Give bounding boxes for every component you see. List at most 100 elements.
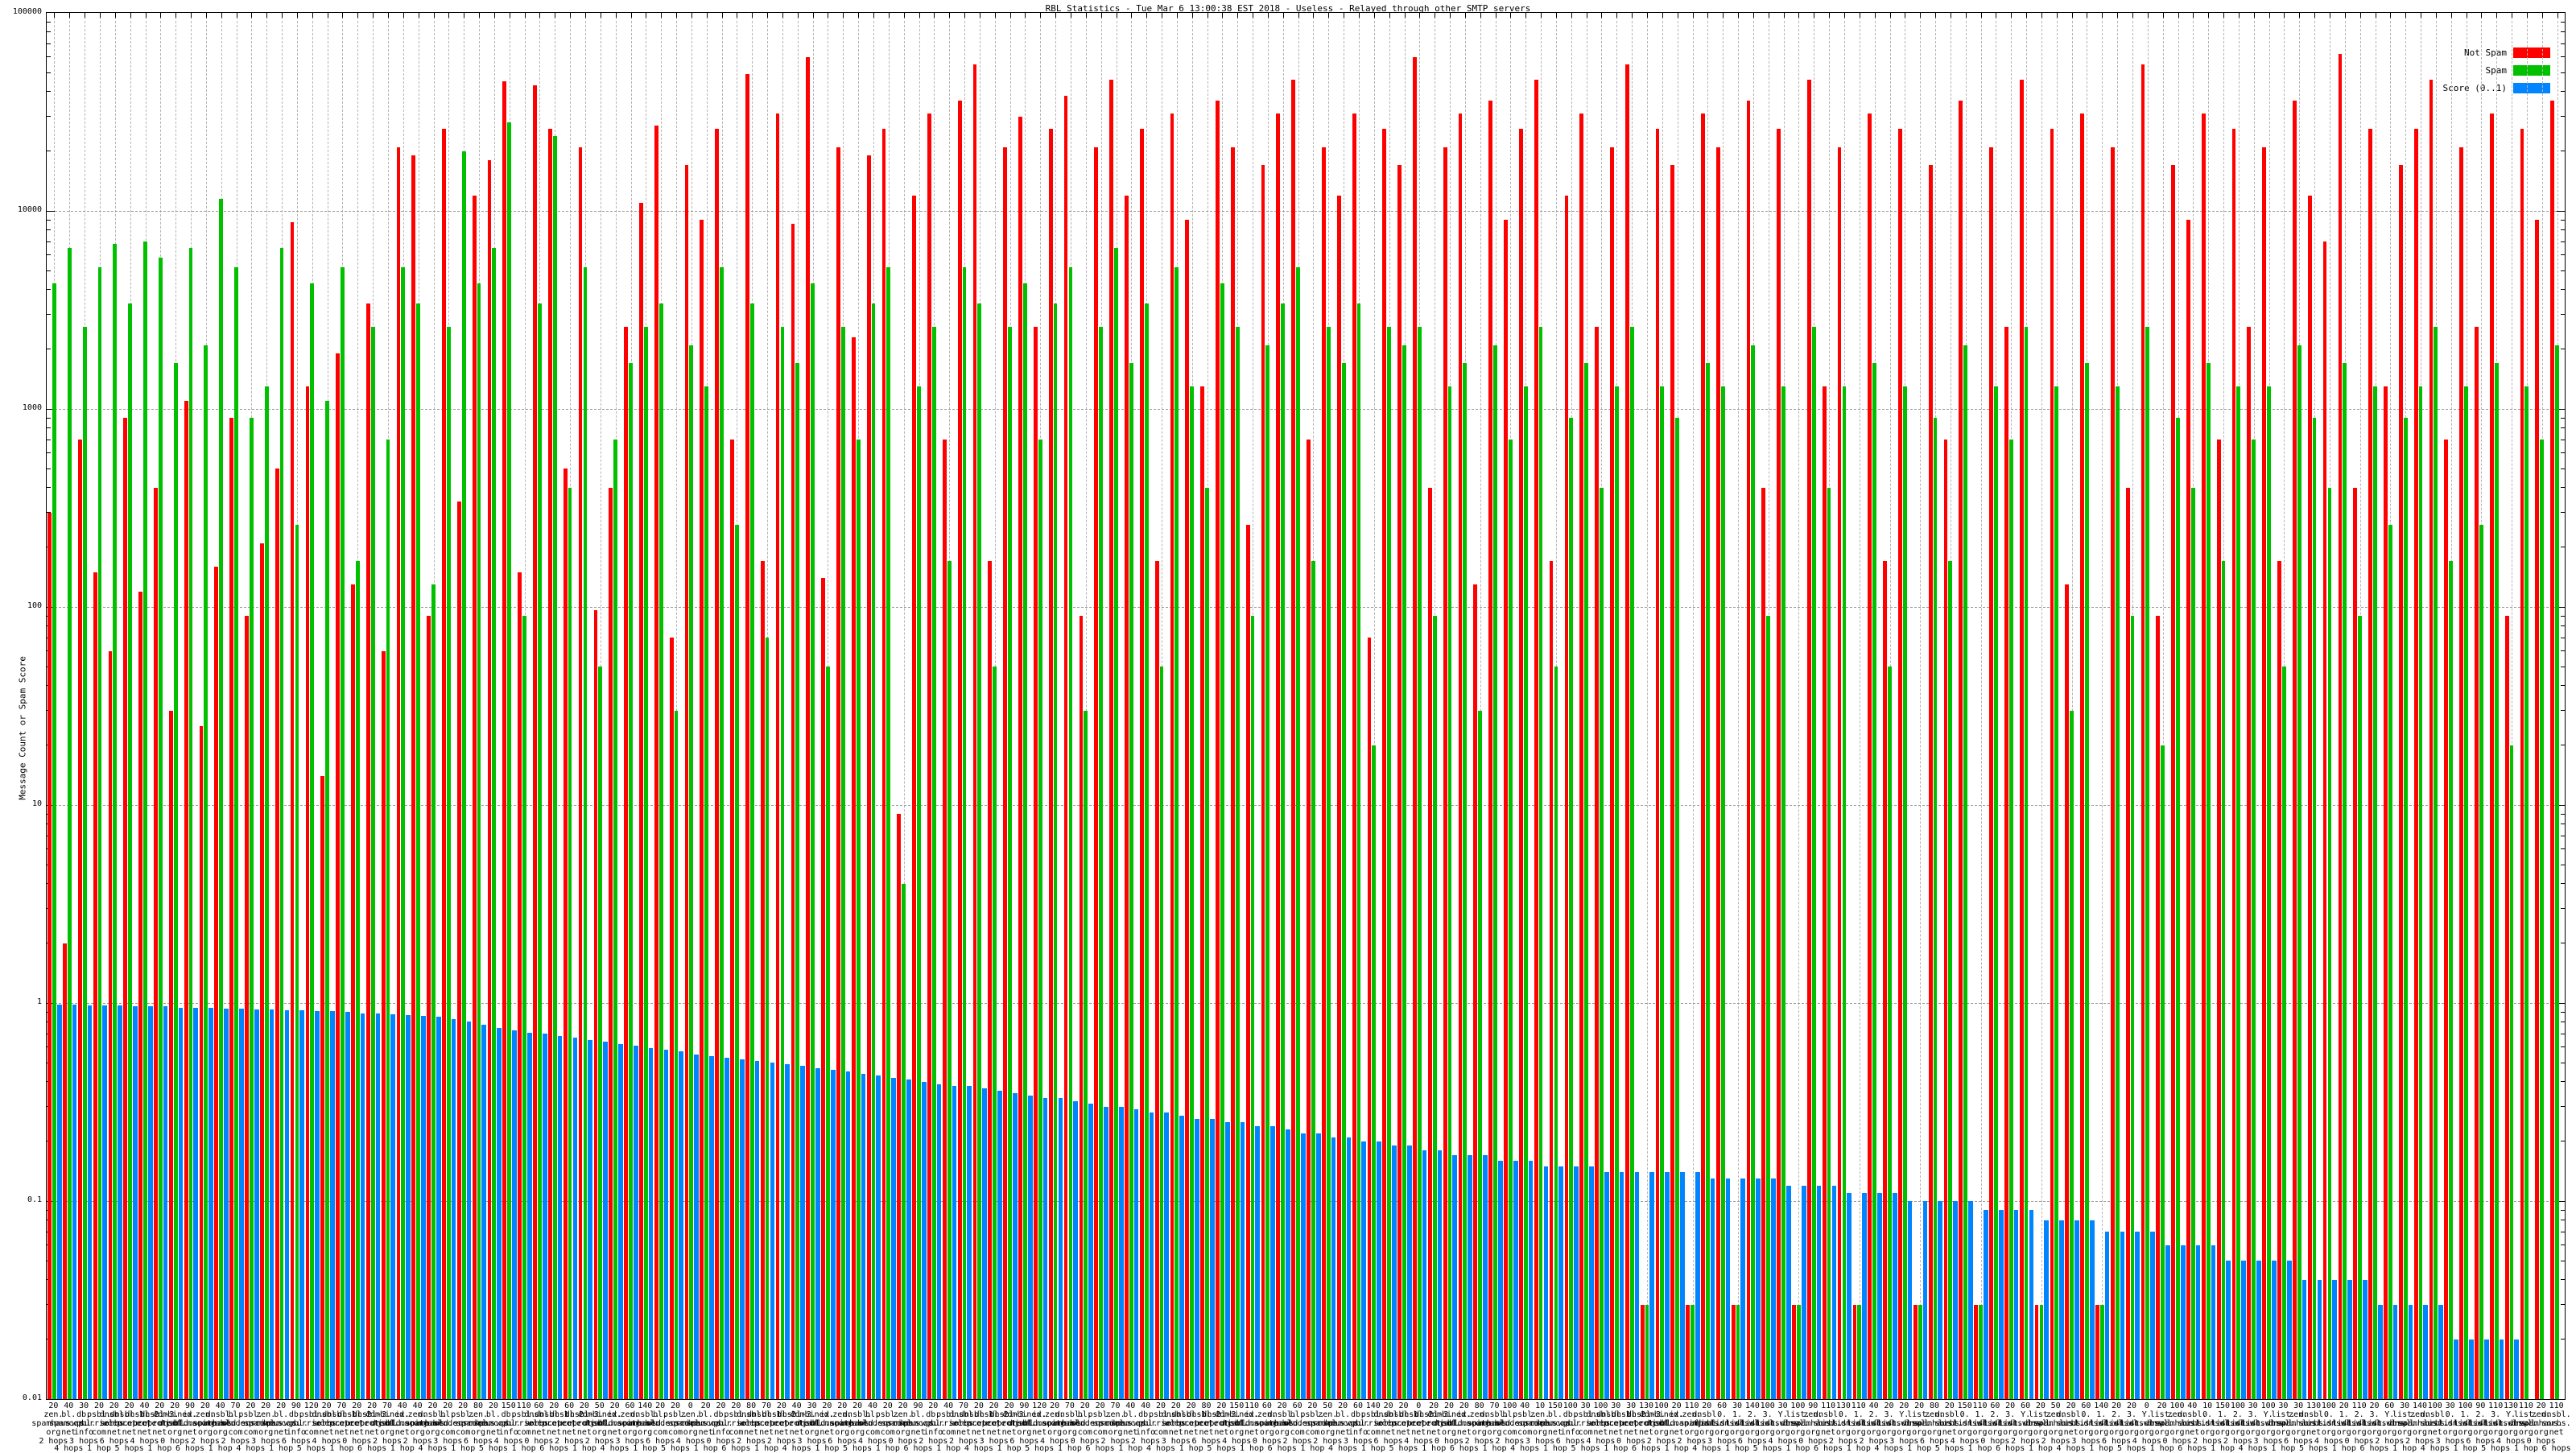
x-label-count: 90 — [1019, 1401, 1030, 1410]
x-label-tld: net — [1001, 1428, 1017, 1437]
bar-not-spam — [2353, 487, 2358, 1399]
bar-not-spam — [275, 469, 279, 1399]
x-label-hops: 0 hops — [524, 1437, 554, 1446]
x-label-host-mid: dnswl. — [2147, 1419, 2177, 1428]
x-label-host-mid: wpbl. — [708, 1419, 733, 1428]
x-label-host-mid: dnswl. — [2511, 1419, 2541, 1428]
x-label-host-mid: uceprotect. — [345, 1419, 399, 1428]
bar-not-spam — [1746, 101, 1751, 1399]
bar-spam — [2206, 363, 2211, 1399]
bar-score — [739, 1059, 745, 1399]
x-tick-top — [706, 13, 708, 18]
x-label-host: bl. — [1547, 1410, 1563, 1419]
x-label-host-mid: spamcop. — [262, 1419, 301, 1428]
bar-score — [982, 1088, 988, 1399]
x-label-tld: org — [850, 1428, 865, 1437]
x-label-host: bl. — [485, 1410, 501, 1419]
x-label-hops: 6 hops — [1191, 1437, 1221, 1446]
bar-not-spam — [927, 114, 931, 1399]
bar-spam — [538, 303, 542, 1399]
x-label-count: 90 — [291, 1401, 301, 1410]
x-label-tld: com — [1153, 1428, 1169, 1437]
x-label-host-mid: old.surriel. — [1071, 1419, 1129, 1428]
bar-not-spam — [1989, 147, 1993, 1399]
x-label-hops: 4 hops — [312, 1437, 341, 1446]
x-label-host-mid: list.dnswl. — [1984, 1419, 2037, 1428]
bar-spam — [2221, 561, 2226, 1399]
x-label-host-mid: old.surriel. — [646, 1419, 705, 1428]
x-label-host-mid: old.spamhaus. — [386, 1419, 449, 1428]
x-label-hops: 3 hops — [1343, 1437, 1373, 1446]
bar-score — [238, 1008, 244, 1399]
x-label-host: zen. — [256, 1410, 276, 1419]
bar-spam — [1720, 386, 1725, 1399]
bar-spam — [461, 151, 466, 1399]
x-label-host: psbl. — [1148, 1410, 1174, 1419]
x-tick-top — [1707, 13, 1709, 18]
x-tick-top — [1980, 13, 1982, 18]
x-label-hops: 0 hops — [888, 1437, 918, 1446]
x-label-tld: net — [744, 1428, 759, 1437]
bar-spam — [1979, 1304, 1983, 1399]
bar-score — [2195, 1245, 2201, 1399]
x-tick-top — [2041, 13, 2042, 18]
x-tick-top — [1419, 13, 1421, 18]
bar-spam — [1538, 326, 1543, 1399]
x-label-count: 20 — [367, 1401, 378, 1410]
x-label-host-mid: njabl. — [1480, 1419, 1509, 1428]
x-label-host-mid: uceprotect. — [982, 1419, 1036, 1428]
bar-not-spam — [1170, 114, 1174, 1399]
bar-spam — [1600, 487, 1604, 1399]
x-tick-top — [1935, 13, 1936, 18]
bar-not-spam — [93, 572, 97, 1399]
x-label-tld: org — [2442, 1428, 2458, 1437]
bar-score — [1088, 1104, 1093, 1399]
y-tick-minor-right — [2561, 813, 2565, 815]
bar-not-spam — [2140, 64, 2145, 1399]
x-label-count: 70 — [1110, 1401, 1121, 1410]
bar-not-spam — [2019, 80, 2024, 1399]
x-label-host: 1. — [1732, 1410, 1743, 1419]
x-label-count: 140 — [1365, 1401, 1381, 1410]
x-label-hops: 2 hops — [2041, 1437, 2070, 1446]
x-label-host-mid: uceprotect. — [542, 1419, 597, 1428]
x-label-hops: 4 hops — [1040, 1437, 1070, 1446]
y-tick-minor-left — [47, 229, 51, 231]
x-label-host-mid: spamhaus. — [2155, 1419, 2199, 1428]
x-label-hops: 2 hops — [1646, 1437, 1676, 1446]
x-label-host-mid: list.dnswl. — [1998, 1419, 2053, 1428]
x-label-tld: com — [440, 1428, 456, 1437]
x-label-host-mid: surriel. — [929, 1419, 968, 1428]
x-label-host: zen. — [1318, 1410, 1338, 1419]
x-tick-top — [2268, 13, 2270, 18]
bar-spam — [264, 386, 269, 1399]
bar-score — [360, 1013, 365, 1399]
bar-spam — [871, 303, 876, 1399]
x-label-host: dnsbl. — [2420, 1410, 2450, 1419]
bar-spam — [2115, 386, 2120, 1399]
x-label-host-mid: dnsbl.manitu. — [1220, 1419, 1284, 1428]
bar-score — [2468, 1339, 2474, 1399]
x-label-count: 20 — [276, 1401, 287, 1410]
bar-score — [754, 1060, 760, 1399]
x-label-host-mid: list.dnswl. — [2317, 1419, 2371, 1428]
bar-spam — [1190, 386, 1195, 1399]
bar-spam — [1235, 326, 1240, 1399]
bar-spam — [947, 561, 952, 1399]
x-label-count: 70 — [382, 1401, 393, 1410]
x-label-hops: 4 hops — [1404, 1437, 1434, 1446]
bar-not-spam — [442, 128, 446, 1399]
x-label-tld: org — [2321, 1428, 2336, 1437]
x-label-host-mid: list.dnswl. — [1968, 1419, 2022, 1428]
bar-not-spam — [1792, 1304, 1796, 1399]
x-tick-top — [1541, 13, 1542, 18]
x-label-host: 2. — [2354, 1410, 2364, 1419]
bar-spam — [720, 266, 724, 1399]
x-label-count: 40 — [215, 1401, 225, 1410]
x-label-tld: org — [1487, 1428, 1502, 1437]
x-tick-top — [782, 13, 783, 18]
x-label-count: 90 — [1808, 1401, 1818, 1410]
x-label-host-mid: list.dnswl. — [2120, 1419, 2174, 1428]
bar-spam — [2524, 386, 2529, 1399]
x-label-host-mid: uceprotect. — [133, 1419, 187, 1428]
